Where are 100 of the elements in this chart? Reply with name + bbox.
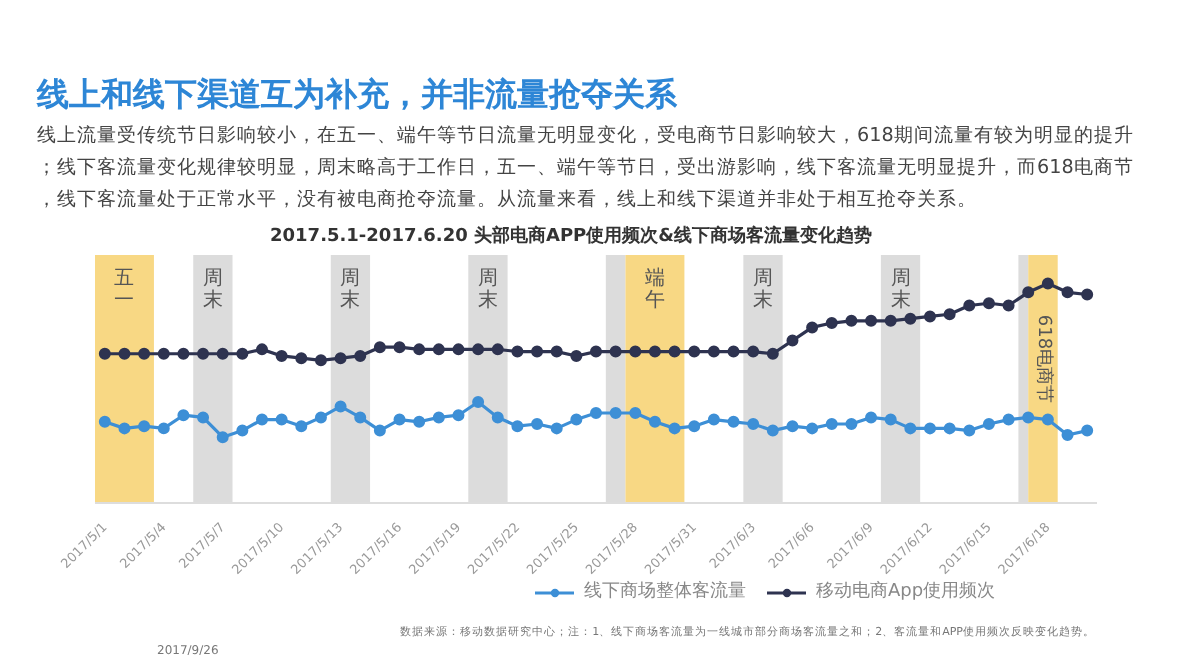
band-label: 周末: [753, 268, 773, 312]
point: [766, 424, 779, 437]
point: [511, 345, 524, 358]
point: [157, 422, 170, 435]
point: [865, 314, 878, 327]
point: [275, 349, 288, 362]
point: [491, 411, 504, 424]
point: [727, 345, 740, 358]
point: [825, 317, 838, 330]
point: [413, 343, 426, 356]
point: [609, 345, 622, 358]
point: [609, 407, 622, 420]
point: [904, 312, 917, 325]
point: [118, 422, 131, 435]
point: [550, 422, 563, 435]
point: [236, 424, 249, 437]
point: [806, 422, 819, 435]
point: [216, 347, 229, 360]
point: [904, 422, 917, 435]
point: [452, 409, 465, 422]
point: [590, 345, 602, 358]
point: [943, 422, 956, 435]
point: [531, 418, 544, 430]
point: [924, 310, 936, 323]
point: [629, 345, 642, 358]
point: [197, 347, 210, 360]
point: [531, 345, 544, 358]
point: [747, 418, 760, 430]
point: [727, 415, 740, 428]
point: [334, 400, 347, 413]
point: [314, 411, 327, 424]
point: [688, 345, 701, 358]
point: [707, 413, 720, 426]
point: [943, 308, 956, 321]
band-label: 周末: [202, 268, 223, 312]
point: [1061, 428, 1074, 441]
point: [98, 415, 111, 428]
point: [334, 352, 347, 365]
band-label: 端午: [644, 266, 665, 312]
point: [432, 411, 445, 424]
point: [1002, 413, 1015, 426]
point: [373, 424, 386, 437]
point: [806, 321, 819, 334]
point: [314, 354, 327, 367]
point: [118, 347, 131, 360]
point: [197, 411, 210, 424]
point: [1022, 286, 1035, 299]
point: [452, 343, 465, 356]
point: [668, 345, 681, 358]
point: [884, 314, 897, 327]
band-label: 618电商节: [1032, 314, 1055, 404]
point: [747, 345, 760, 358]
point: [707, 345, 720, 358]
point: [275, 413, 288, 426]
point: [1041, 277, 1054, 290]
point: [393, 341, 406, 354]
chart-title: 线上和线下渠道互为补充，并非流量抢夺关系: [35, 75, 679, 113]
point: [354, 411, 367, 424]
point: [845, 418, 858, 430]
text: 2017.5.1-2017.6.20 头部电商APP使用频次&线下商场客流量变化趋势: [270, 225, 872, 247]
point: [256, 343, 268, 356]
point: [413, 415, 426, 428]
chart-subtitle: 线上流量受传统节日影响较小，在五一、端午等节日流量无明显变化，受电商节日影响较大，618期间流量有较为明显的提升；线下客流量变化规律较明显，周末略高于工作日，五一、端午等节日，受出游影响，线下客流量无明显提升，而618电商节，线下客流量处于正常水平，没有被电商抢夺流量。从流量来看，线上和线下渠道并非处于相互抢夺关系。: [37, 123, 1134, 211]
point: [688, 420, 701, 433]
point: [1041, 413, 1054, 426]
point: [373, 341, 386, 354]
point: [1061, 286, 1074, 299]
point: [550, 345, 563, 358]
point: [884, 413, 897, 426]
point: [982, 297, 995, 310]
point: [963, 299, 976, 312]
point: [982, 418, 995, 430]
point: [98, 347, 111, 360]
band-label: 五一: [114, 268, 135, 312]
point: [648, 415, 661, 428]
band-label: 周末: [340, 268, 361, 312]
point: [216, 431, 229, 444]
point: [825, 418, 838, 430]
point: [570, 413, 583, 426]
point: [157, 347, 170, 360]
band-label: 周末: [477, 268, 498, 312]
point: [590, 407, 602, 420]
point: [511, 420, 524, 433]
point: [1081, 288, 1094, 301]
point: [236, 347, 249, 360]
point: [1002, 299, 1015, 312]
band-label: 周末: [890, 268, 911, 312]
point: [1022, 411, 1035, 424]
point: [786, 420, 799, 433]
point: [177, 409, 190, 422]
point: [1081, 424, 1094, 437]
point: [138, 347, 151, 360]
point: [865, 411, 878, 424]
point: [256, 413, 268, 426]
point: [570, 349, 583, 362]
point: [295, 420, 308, 433]
point: [766, 347, 779, 360]
point: [963, 424, 976, 437]
point: [472, 396, 485, 409]
point: [354, 349, 367, 362]
